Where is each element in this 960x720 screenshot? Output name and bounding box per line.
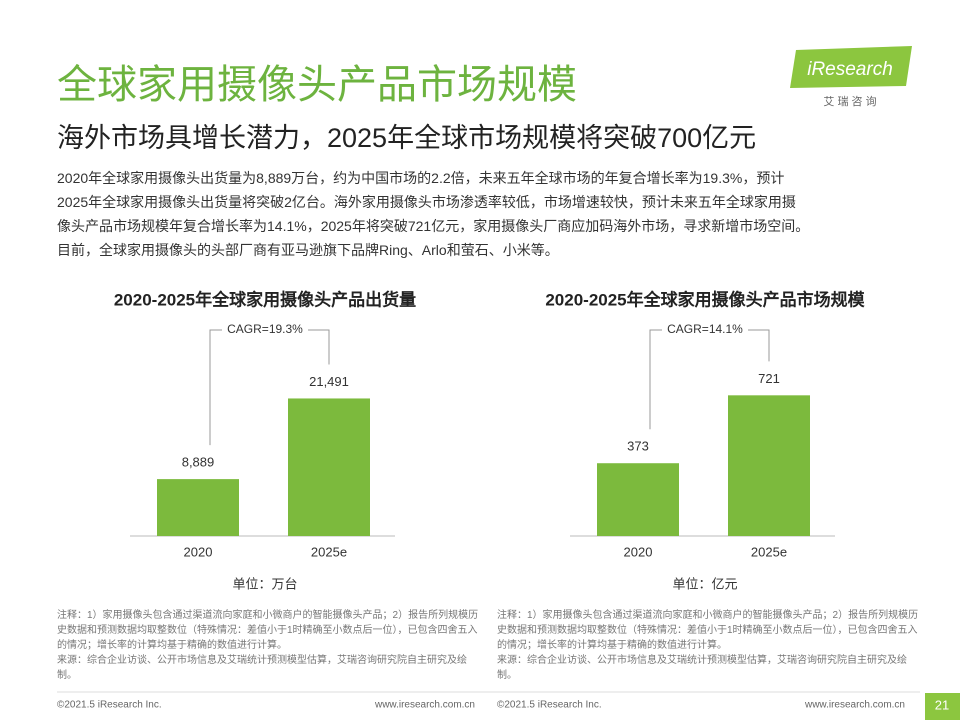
cagr-label: CAGR=14.1%	[667, 322, 743, 336]
body-text: 2020年全球家用摄像头出货量为8,889万台，约为中国市场的2.2倍，未来五年…	[57, 166, 809, 262]
x-tick-label: 2020	[624, 544, 653, 559]
cagr-label-bg	[662, 322, 748, 338]
page-number: 21	[935, 697, 949, 712]
x-tick-label: 2025e	[751, 544, 787, 559]
chart-title: 2020-2025年全球家用摄像头产品市场规模	[545, 289, 865, 309]
body-line: 2020年全球家用摄像头出货量为8,889万台，约为中国市场的2.2倍，未来五年…	[57, 170, 785, 186]
logo-tagline: 艾 瑞 咨 询	[823, 94, 876, 108]
bar	[728, 395, 810, 536]
footer-url: www.iresearch.com.cn	[804, 700, 905, 711]
logo-name: iResearch	[807, 59, 893, 80]
x-tick-label: 2020	[184, 544, 213, 559]
page-number-box	[925, 693, 960, 720]
slide-subtitle: 海外市场具增长潜力，2025年全球市场规模将突破700亿元	[57, 123, 757, 153]
value-label: 8,889	[182, 455, 215, 470]
value-label: 373	[627, 439, 649, 454]
value-label: 721	[758, 371, 780, 386]
footer-copyright: ©2021.5 iResearch Inc.	[497, 700, 602, 711]
cagr-label-bg	[222, 322, 308, 338]
note-block: 注释：1）家用摄像头包含通过渠道流向家庭和小微商户的智能摄像头产品；2）报告所列…	[497, 608, 925, 683]
bar	[597, 463, 679, 536]
chart-title: 2020-2025年全球家用摄像头产品出货量	[114, 289, 416, 309]
body-line: 像头产品市场规模年复合增长率为14.1%，2025年将突破721亿元，家用摄像头…	[57, 218, 810, 234]
bar	[157, 479, 239, 536]
footer-url: www.iresearch.com.cn	[374, 700, 475, 711]
body-line: 2025年全球家用摄像头出货量将突破2亿台。海外家用摄像头市场渗透率较低，市场增…	[57, 194, 796, 210]
body-line: 目前，全球家用摄像头的头部厂商有亚马逊旗下品牌Ring、Arlo和萤石、小米等。	[57, 242, 559, 258]
logo-shape	[790, 46, 912, 88]
note-block: 注释：1）家用摄像头包含通过渠道流向家庭和小微商户的智能摄像头产品；2）报告所列…	[57, 608, 485, 683]
value-label: 21,491	[309, 374, 349, 389]
unit-label: 单位：万台	[232, 576, 297, 591]
cagr-label: CAGR=19.3%	[227, 322, 303, 336]
bar	[288, 398, 370, 536]
slide-title: 全球家用摄像头产品市场规模	[57, 63, 577, 107]
note: 注释：1）家用摄像头包含通过渠道流向家庭和小微商户的智能摄像头产品；2）报告所列…	[57, 610, 479, 651]
source: 来源：综合企业访谈、公开市场信息及艾瑞统计预测模型估算，艾瑞咨询研究院自主研究及…	[497, 655, 907, 681]
footer-copyright: ©2021.5 iResearch Inc.	[57, 700, 162, 711]
note: 注释：1）家用摄像头包含通过渠道流向家庭和小微商户的智能摄像头产品；2）报告所列…	[497, 610, 919, 651]
unit-label: 单位：亿元	[672, 576, 737, 591]
source: 来源：综合企业访谈、公开市场信息及艾瑞统计预测模型估算，艾瑞咨询研究院自主研究及…	[57, 655, 467, 681]
x-tick-label: 2025e	[311, 544, 347, 559]
